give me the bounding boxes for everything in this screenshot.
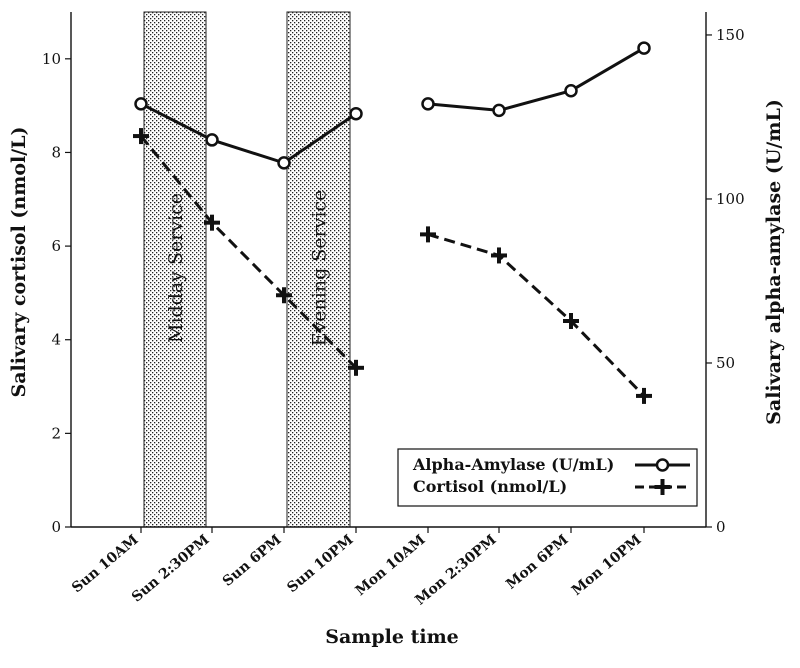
y-left-tick-label: 8 (51, 143, 61, 161)
y-right-tick-label: 150 (716, 26, 745, 44)
x-tick-label: Sun 10PM (284, 532, 356, 596)
y-right-tick-label: 100 (716, 190, 745, 208)
y-right-tick-label: 50 (716, 354, 735, 372)
legend-marker (655, 458, 670, 472)
y-left-tick-label: 10 (42, 50, 61, 68)
series-cortisol (133, 128, 652, 404)
x-axis-title: Sample time (325, 626, 459, 648)
data-point (349, 106, 363, 121)
x-tick-label: Sun 6PM (220, 532, 285, 590)
y-axis-left-title: Salivary cortisol (nmol/L) (8, 126, 30, 397)
shaded-band-2 (286, 11, 351, 528)
data-point (133, 128, 149, 145)
legend-box (397, 448, 698, 507)
series-line-segment (139, 135, 358, 369)
x-tick-label: Sun 2:30PM (129, 532, 213, 606)
shaded-band-label-1: Midday Service (165, 193, 187, 343)
data-point (636, 387, 652, 404)
data-point (420, 226, 436, 243)
y-axis-right-title: Salivary alpha-amylase (U/mL) (763, 99, 785, 425)
shaded-band-1 (143, 11, 207, 528)
series-alpha-amylase (134, 41, 651, 170)
y-left-tick-label: 2 (51, 424, 61, 442)
data-point (421, 97, 435, 111)
legend-label: Alpha-Amylase (U/mL) (412, 455, 614, 474)
data-point (637, 41, 651, 55)
y-right-tick-label: 0 (716, 518, 726, 536)
data-point (564, 83, 578, 98)
data-point (563, 313, 579, 329)
x-tick-label: Sun 10AM (69, 532, 141, 596)
x-tick-label: Mon 10AM (353, 532, 429, 599)
data-point (277, 156, 291, 170)
legend-label: Cortisol (nmol/L) (413, 477, 567, 496)
series-line-segment (427, 46, 645, 112)
data-point (204, 214, 220, 231)
y-left-tick-label: 6 (51, 237, 61, 255)
y-left-tick-label: 4 (51, 331, 61, 349)
x-tick-label: Mon 6PM (503, 532, 571, 593)
y-left-tick-label: 0 (51, 518, 61, 536)
x-tick-label: Mon 10PM (569, 532, 645, 599)
data-point (276, 287, 292, 304)
data-point (205, 133, 219, 147)
data-point (492, 103, 506, 118)
data-point (348, 359, 364, 376)
shaded-band-label-2: Evening Service (309, 190, 331, 347)
series-line-segment (140, 102, 357, 165)
data-point (491, 247, 507, 264)
data-point (134, 97, 148, 111)
series-line-segment (427, 232, 646, 397)
